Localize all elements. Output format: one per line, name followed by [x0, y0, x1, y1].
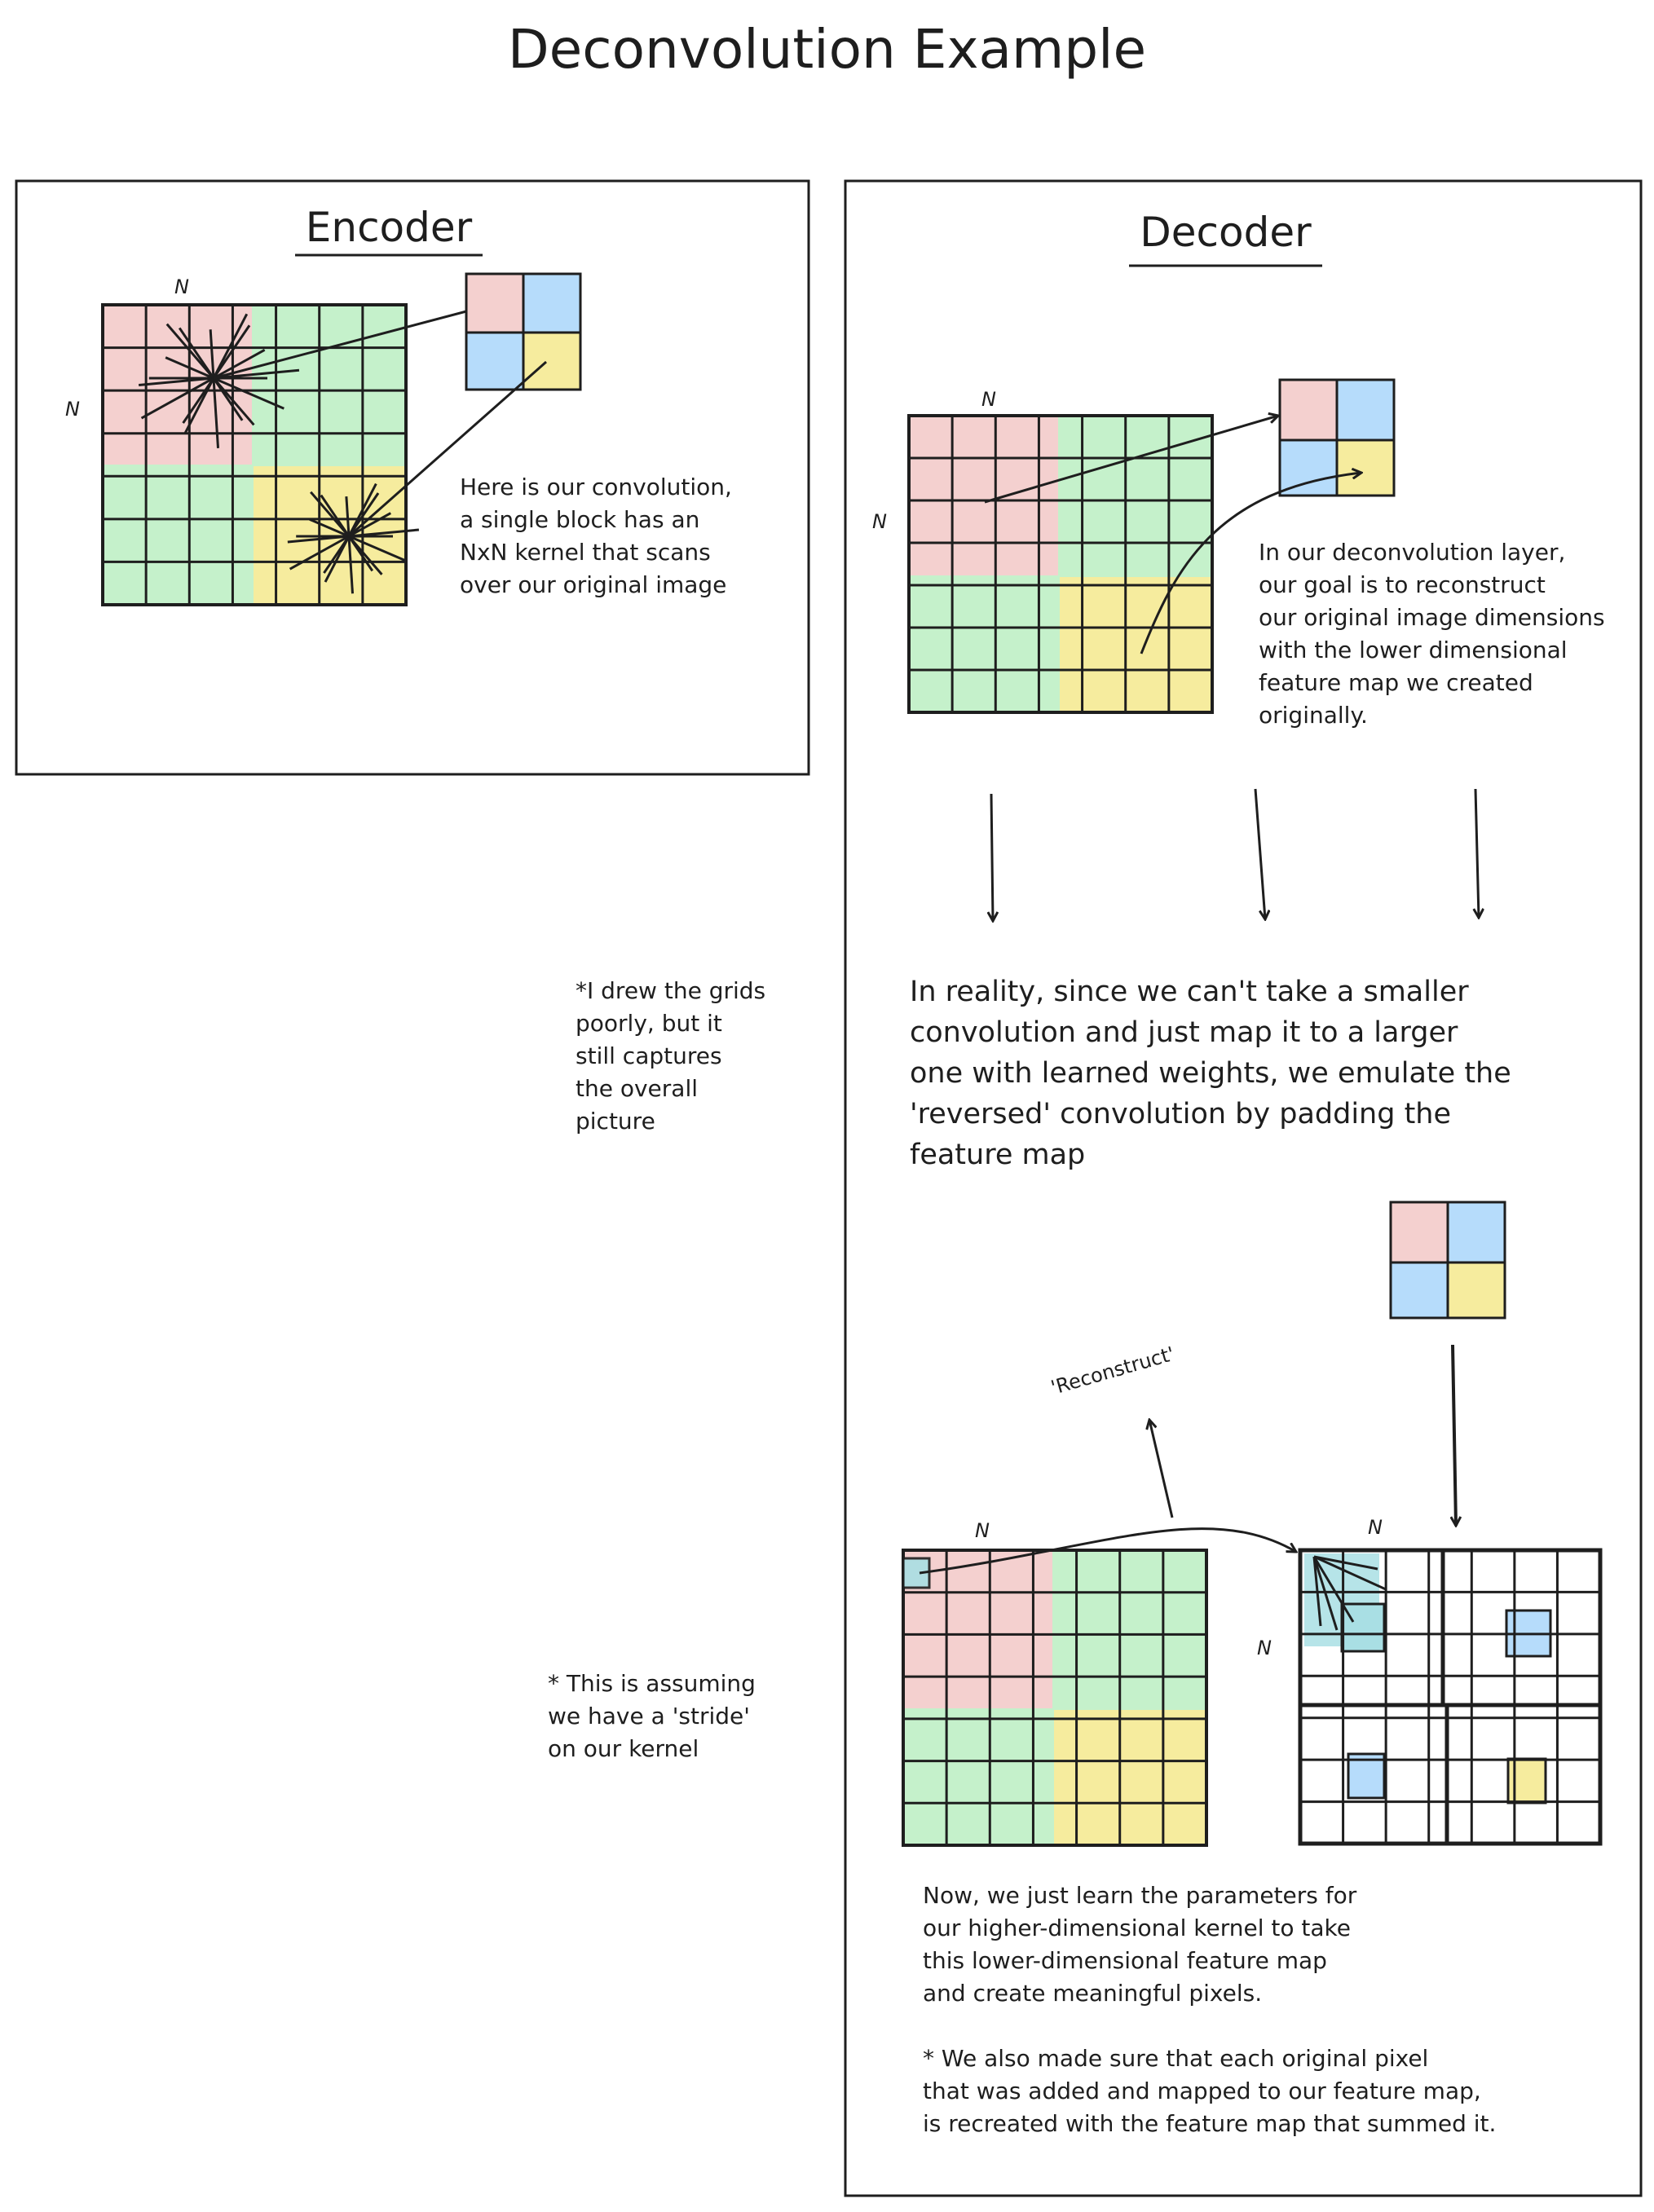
decoder-dim-left-1: N: [872, 510, 887, 533]
decoder-dim-top-3: N: [1368, 1516, 1383, 1539]
encoder-kernel-block: [465, 272, 582, 391]
encoder-dim-left: N: [65, 398, 80, 421]
encoder-dim-top: N: [174, 275, 189, 298]
padded-scan-lines: [919, 1527, 1387, 1631]
encoder-heading: Encoder: [305, 204, 473, 251]
down-arrows: [991, 788, 1479, 921]
encoder-scan-lines: [139, 310, 547, 594]
reconstruct-arrow: [1149, 1420, 1174, 1518]
decoder-heading: Decoder: [1140, 209, 1312, 256]
padded-output-grid: [1298, 1548, 1603, 1846]
summed-text: * We also made sure that each original p…: [923, 2045, 1497, 2137]
decoder-map-arrows: [984, 416, 1361, 654]
decoder-dim-top-2: N: [975, 1519, 990, 1542]
decoder-dim-top-1: N: [981, 388, 996, 411]
learn-text: Now, we just learn the parameters for ou…: [923, 1882, 1357, 2007]
page-title: Deconvolution Example: [507, 18, 1147, 81]
reality-text: In reality, since we can't take a smalle…: [910, 976, 1511, 1171]
decoder-note-1: In our deconvolution layer, our goal is …: [1259, 539, 1605, 729]
decoder-feature-grid: [907, 414, 1214, 714]
grids-note: *I drew the grids poorly, but it still c…: [576, 977, 766, 1135]
encoder-note: Here is our convolution, a single block …: [460, 474, 732, 598]
stride-note: * This is assuming we have a 'stride' on…: [548, 1670, 756, 1762]
kernel-down-arrow: [1453, 1344, 1456, 1526]
decoder-panel: [844, 179, 1643, 2197]
encoder-image-grid: [101, 303, 408, 606]
decoder-dim-left-3: N: [1257, 1637, 1272, 1659]
encoder-panel: [15, 179, 810, 776]
decoder-kernel-block-2: [1389, 1201, 1506, 1320]
decoder-kernel-block-1: [1278, 378, 1396, 497]
decoder-source-grid: [902, 1549, 1208, 1847]
